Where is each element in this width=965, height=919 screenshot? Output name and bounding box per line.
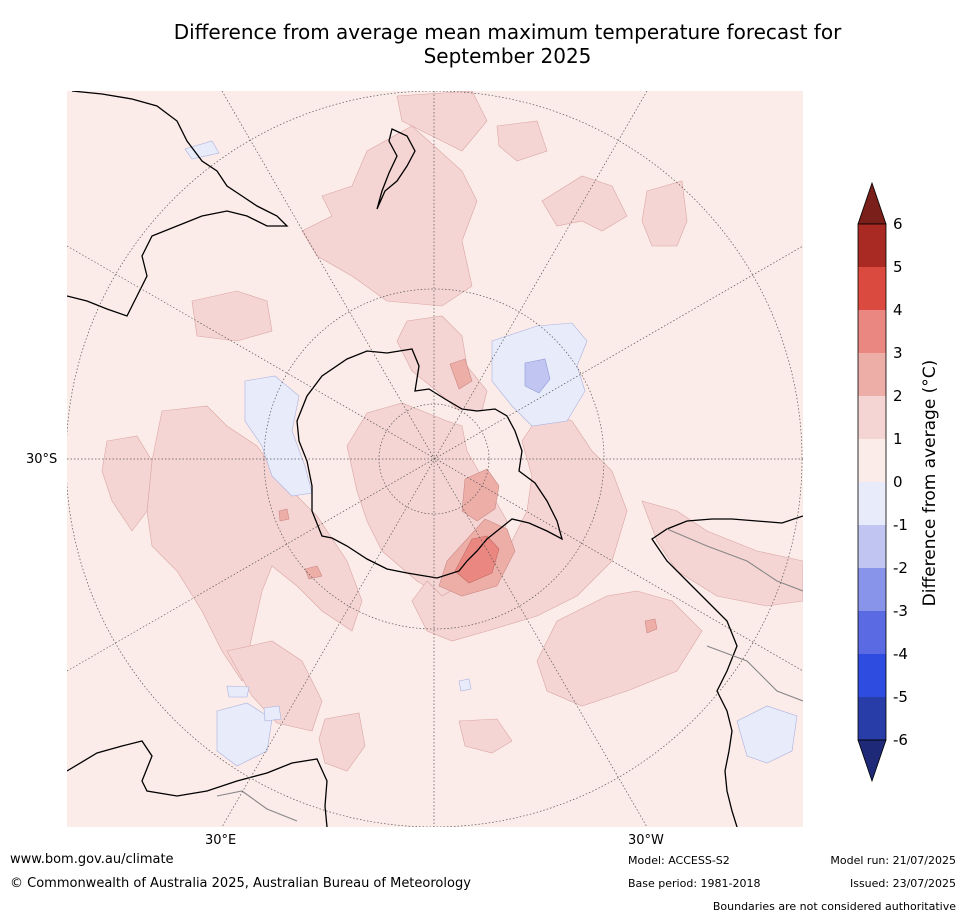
colorbar-bin-m6-m5	[858, 697, 886, 740]
footer-model: Model: ACCESS-S2	[628, 854, 730, 867]
south-america-coastline	[651, 515, 803, 827]
colorbar-bin-m3-m2	[858, 568, 886, 611]
colorbar-tick-m4: -4	[893, 645, 908, 663]
lon-label-30w: 30°W	[628, 833, 664, 848]
coastlines	[67, 91, 803, 827]
australia-coastline	[67, 91, 289, 317]
colorbar-tick-m2: -2	[893, 559, 908, 577]
footer-copyright: © Commonwealth of Australia 2025, Austra…	[10, 876, 471, 891]
colorbar-tick-1: 1	[893, 430, 903, 448]
colorbar-bin-m2-m1	[858, 525, 886, 568]
colorbar-bin-1-2	[858, 396, 886, 439]
colorbar-bin-m4-m3	[858, 611, 886, 654]
colorbar-tick-m3: -3	[893, 602, 908, 620]
colorbar-extend-high	[857, 181, 887, 225]
colorbar-bin-m5-m4	[858, 654, 886, 697]
colorbar-bin-m1-0	[858, 482, 886, 525]
colorbar-bin-4-5	[858, 267, 886, 310]
lon-label-30e: 30°E	[205, 833, 237, 848]
graticule	[67, 91, 803, 827]
colorbar-tick-2: 2	[893, 387, 903, 405]
colorbar-tick-3: 3	[893, 344, 903, 362]
lat-label-30s: 30°S	[26, 452, 58, 467]
anomaly-1-to-2	[101, 91, 803, 772]
antarctica-coastline	[296, 348, 564, 579]
colorbar-label: Difference from average (°C)	[920, 359, 940, 607]
anomaly-minus2-to-minus1	[524, 358, 551, 394]
country-boundaries	[216, 528, 803, 822]
footer-disclaimer: Boundaries are not considered authoritat…	[712, 900, 956, 913]
footer-base-period: Base period: 1981-2018	[628, 877, 761, 890]
colorbar-tick-m5: -5	[893, 688, 908, 706]
colorbar-bin-0-1	[858, 439, 886, 482]
footer-url[interactable]: www.bom.gov.au/climate	[10, 852, 174, 867]
new-zealand-coastline	[376, 128, 416, 210]
colorbar-tick-m6: -6	[893, 731, 908, 749]
map-title: Difference from average mean maximum tem…	[80, 20, 935, 68]
colorbar	[857, 181, 887, 783]
colorbar-tick-0: 0	[893, 473, 903, 491]
colorbar-bin-2-3	[858, 353, 886, 396]
title-line-2: September 2025	[423, 44, 592, 68]
anomaly-3-to-4	[454, 535, 500, 584]
map-panel	[67, 91, 803, 827]
colorbar-tick-m1: -1	[893, 516, 908, 534]
colorbar-tick-4: 4	[893, 301, 903, 319]
africa-coastline	[67, 740, 328, 827]
colorbar-bin-5-6	[858, 224, 886, 267]
colorbar-tick-5: 5	[893, 258, 903, 276]
colorbar-bin-3-4	[858, 310, 886, 353]
footer-model-run: Model run: 21/07/2025	[830, 854, 956, 867]
colorbar-tick-6: 6	[893, 215, 903, 233]
title-line-1: Difference from average mean maximum tem…	[173, 20, 842, 44]
footer-issued: Issued: 23/07/2025	[849, 877, 956, 890]
colorbar-extend-low	[857, 739, 887, 783]
